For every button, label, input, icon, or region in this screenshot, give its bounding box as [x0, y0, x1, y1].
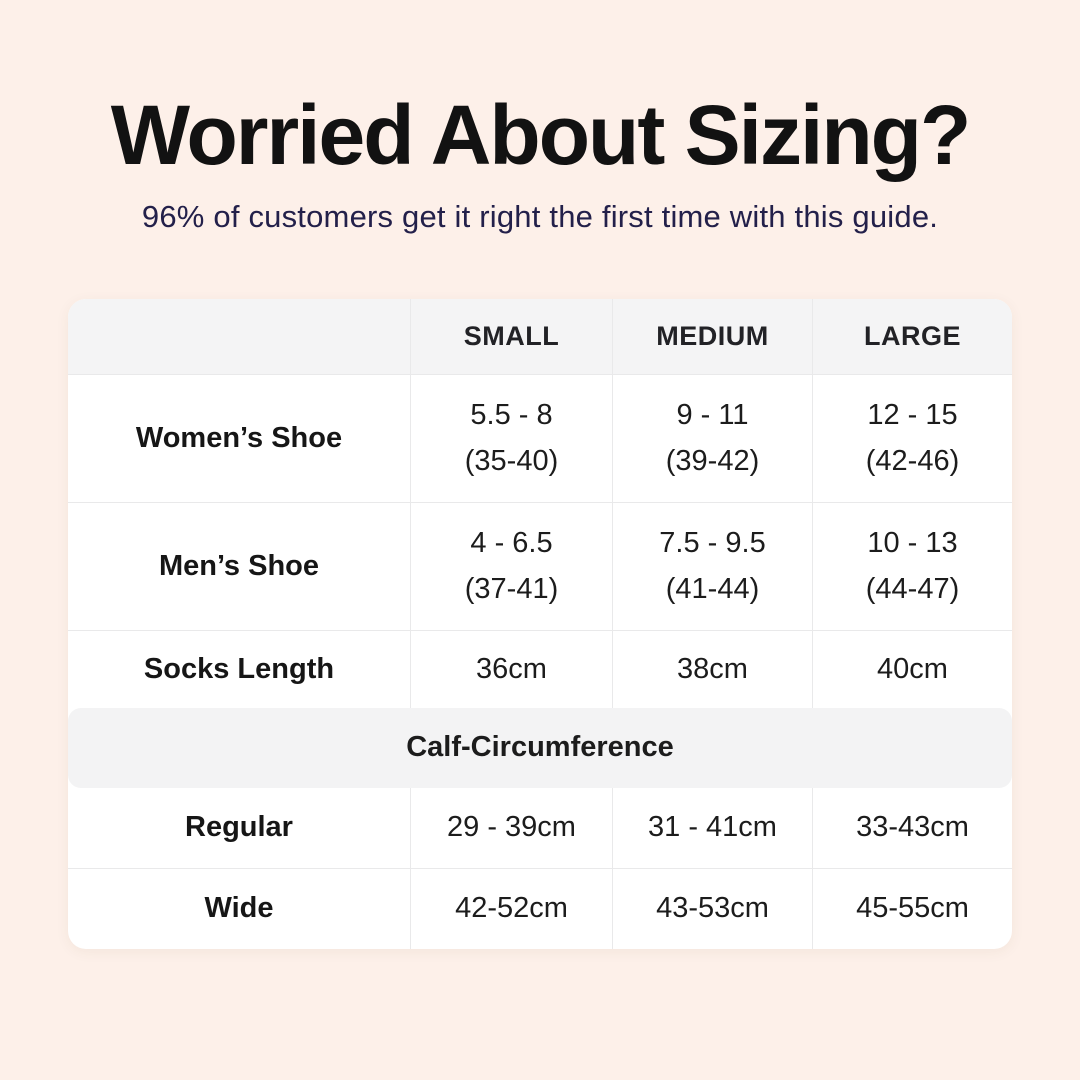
- cell-regular-large: 33-43cm: [812, 787, 1012, 868]
- cell-value: 12 - 15: [867, 399, 958, 432]
- cell-value: 4 - 6.5: [470, 527, 553, 560]
- cell-value-secondary: (44-47): [865, 573, 960, 606]
- cell-mens-medium: 7.5 - 9.5 (41-44): [612, 502, 812, 630]
- cell-value-secondary: (42-46): [865, 445, 960, 478]
- table-row-mens-shoe: Men’s Shoe 4 - 6.5 (37-41) 7.5 - 9.5 (41…: [68, 501, 1012, 630]
- cell-value: 5.5 - 8: [470, 399, 553, 432]
- cell-womens-medium: 9 - 11 (39-42): [612, 374, 812, 502]
- cell-wide-large: 45-55cm: [812, 868, 1012, 949]
- column-header-small: SMALL: [410, 298, 612, 374]
- table-row-regular: Regular 29 - 39cm 31 - 41cm 33-43cm: [68, 787, 1012, 868]
- row-label: Regular: [185, 811, 293, 844]
- column-header-medium: MEDIUM: [612, 298, 812, 374]
- table-header-row: SMALL MEDIUM LARGE: [68, 298, 1012, 374]
- page-subtitle: 96% of customers get it right the first …: [141, 199, 939, 235]
- cell-socks-small: 36cm: [410, 630, 612, 708]
- cell-wide-medium: 43-53cm: [612, 868, 812, 949]
- column-header-large: LARGE: [812, 298, 1012, 374]
- cell-womens-large: 12 - 15 (42-46): [812, 374, 1012, 502]
- cell-mens-small: 4 - 6.5 (37-41): [410, 502, 612, 630]
- size-table-card: SMALL MEDIUM LARGE Women’s Shoe 5.5 - 8 …: [68, 298, 1012, 949]
- cell-value-secondary: (37-41): [464, 573, 559, 606]
- page-title: Worried About Sizing?: [110, 88, 972, 182]
- cell-socks-medium: 38cm: [612, 630, 812, 708]
- cell-womens-small: 5.5 - 8 (35-40): [410, 374, 612, 502]
- column-header-blank: [68, 299, 410, 374]
- row-label: Socks Length: [143, 652, 335, 685]
- cell-value-secondary: (41-44): [665, 573, 760, 606]
- cell-wide-small: 42-52cm: [410, 868, 612, 949]
- cell-socks-large: 40cm: [812, 630, 1012, 708]
- cell-value-secondary: (39-42): [665, 445, 760, 478]
- row-label: Women’s Shoe: [135, 421, 343, 454]
- cell-regular-small: 29 - 39cm: [410, 787, 612, 868]
- row-label: Wide: [204, 892, 274, 925]
- cell-value: 7.5 - 9.5: [659, 527, 766, 560]
- cell-regular-medium: 31 - 41cm: [612, 787, 812, 868]
- cell-value: 9 - 11: [676, 399, 749, 432]
- cell-mens-large: 10 - 13 (44-47): [812, 502, 1012, 630]
- cell-value: 10 - 13: [867, 527, 958, 560]
- row-label: Men’s Shoe: [158, 549, 320, 582]
- cell-value-secondary: (35-40): [464, 445, 559, 478]
- section-header-calf-circumference: Calf-Circumference: [68, 707, 1012, 788]
- table-row-wide: Wide 42-52cm 43-53cm 45-55cm: [68, 867, 1012, 949]
- table-row-womens-shoe: Women’s Shoe 5.5 - 8 (35-40) 9 - 11 (39-…: [68, 373, 1012, 502]
- table-row-socks-length: Socks Length 36cm 38cm 40cm: [68, 629, 1012, 708]
